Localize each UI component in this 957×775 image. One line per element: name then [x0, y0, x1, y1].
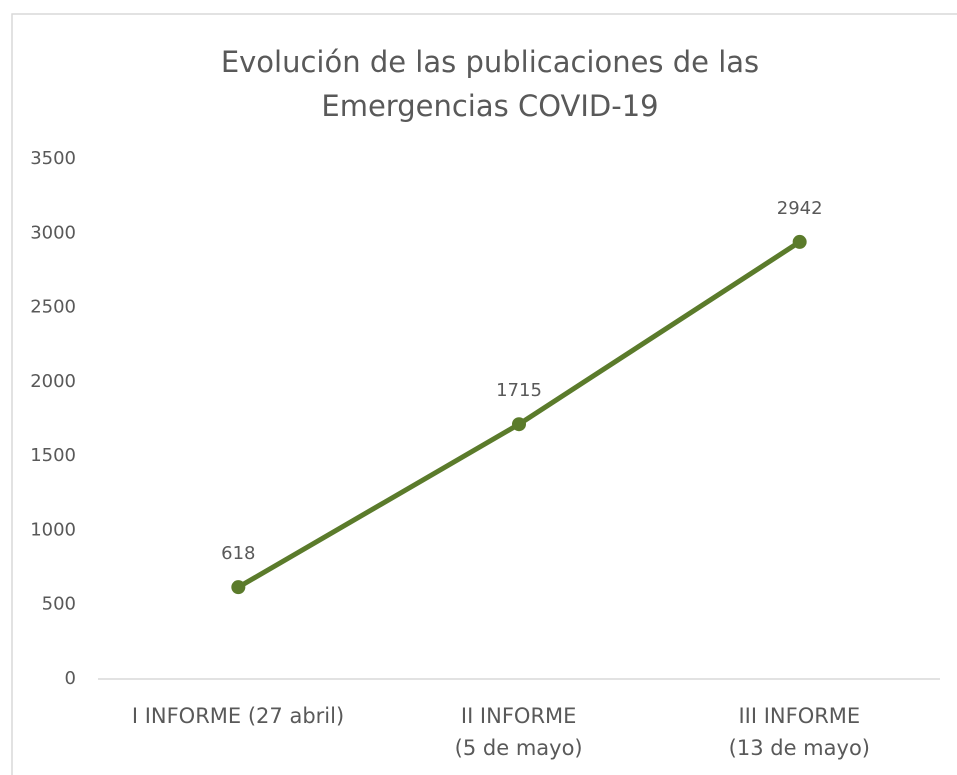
x-tick-label: II INFORME (5 de mayo)	[454, 704, 583, 760]
y-tick-label: 2000	[30, 371, 76, 392]
y-tick-label: 1500	[30, 445, 76, 466]
marker	[792, 234, 807, 249]
chart-border	[11, 13, 957, 775]
y-tick-label: 1000	[30, 519, 76, 540]
line	[235, 239, 803, 590]
marker	[512, 417, 526, 432]
x-tick-label: III INFORME (13 de mayo)	[728, 704, 870, 760]
y-tick-label: 2500	[30, 297, 76, 318]
data-label: 618	[221, 543, 255, 564]
chart-title: Evolución de las publicaciones de las Em…	[220, 45, 760, 123]
x-tick-label: I INFORME (27 abril)	[131, 704, 345, 728]
marker	[231, 580, 246, 595]
data-label: 2942	[777, 198, 823, 219]
y-tick-label: 3000	[30, 222, 76, 243]
y-tick-label: 500	[42, 594, 76, 615]
data-label: 1715	[496, 380, 542, 401]
y-tick-label: 3500	[30, 148, 76, 169]
y-tick-label: 0	[65, 668, 76, 689]
